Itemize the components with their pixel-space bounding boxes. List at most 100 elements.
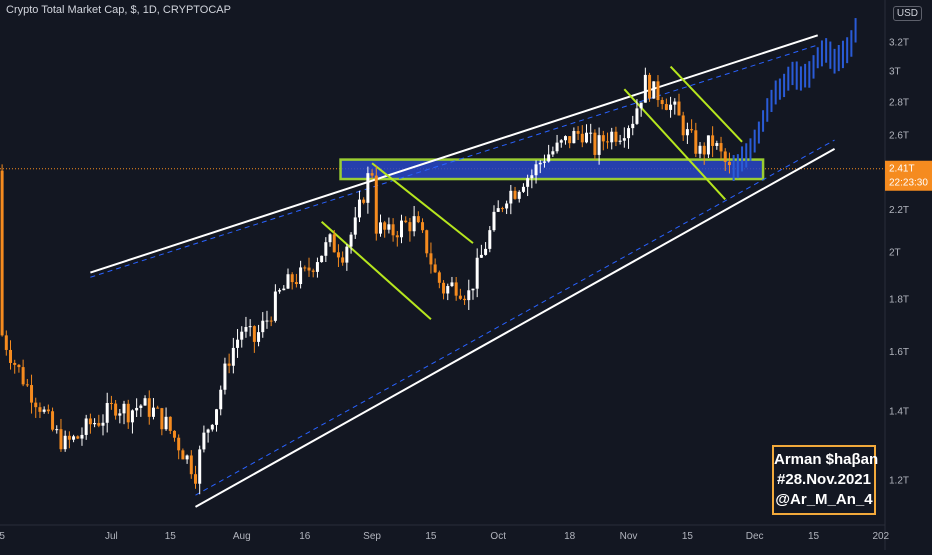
candle-body — [467, 290, 471, 301]
candle-body — [416, 216, 420, 223]
candle-body — [555, 142, 559, 152]
candle-body — [463, 298, 467, 301]
candle-body — [601, 135, 605, 142]
candle-body — [639, 102, 643, 109]
candle-body — [635, 108, 639, 124]
candle-body — [324, 242, 328, 256]
price-tick-label: 2.6T — [889, 130, 909, 141]
candle-body — [614, 131, 618, 142]
candle-body — [130, 410, 134, 423]
candle-body — [458, 295, 462, 299]
current-price-label: 2.41T — [889, 164, 915, 175]
candle-body — [30, 385, 34, 403]
chart-title: Crypto Total Market Cap, $, 1D, CRYPTOCA… — [6, 4, 231, 16]
candle-body — [593, 132, 597, 155]
trend-channel — [90, 34, 836, 508]
candle-body — [282, 288, 286, 291]
time-tick-label: Jul — [105, 531, 118, 542]
currency-button[interactable]: USD — [892, 6, 922, 21]
channel-lower-inner — [195, 139, 835, 496]
candle-body — [542, 161, 546, 163]
candle-body — [206, 429, 210, 433]
support-zone — [339, 158, 765, 181]
candle-body — [648, 74, 652, 99]
candle-body — [454, 282, 458, 296]
candle-body — [122, 403, 126, 414]
candle-body — [383, 222, 387, 230]
price-tick-label: 1.4T — [889, 407, 909, 418]
candle-body — [21, 367, 25, 385]
time-tick-label: 15 — [682, 531, 694, 542]
candle-body — [261, 320, 265, 333]
candle-body — [509, 190, 513, 204]
candle-body — [442, 282, 446, 294]
price-tick-label: 2.8T — [889, 97, 909, 108]
candle-body — [723, 151, 727, 162]
candle-body — [488, 230, 492, 249]
candle-body — [584, 132, 588, 143]
candle-body — [139, 405, 143, 408]
time-tick-label: Oct — [490, 531, 506, 542]
candle-body — [236, 339, 240, 348]
price-tick-label: 2T — [889, 247, 901, 258]
candle-body — [496, 208, 500, 212]
time-tick-label: 18 — [564, 531, 576, 542]
candle-body — [118, 413, 122, 416]
candle-body — [278, 290, 282, 292]
candle-body — [248, 326, 252, 328]
candle-body — [370, 173, 374, 176]
candle-countdown: 22:23:30 — [889, 178, 928, 189]
candle-body — [589, 132, 593, 134]
candle-body — [391, 224, 395, 236]
candle-body — [17, 364, 21, 368]
candle-body — [727, 161, 731, 166]
candle-body — [580, 133, 584, 143]
candle-body — [210, 424, 214, 430]
candle-body — [135, 407, 139, 411]
candle-body — [475, 257, 479, 289]
candle-body — [563, 136, 567, 141]
candle-body — [328, 234, 332, 243]
candle-body — [13, 362, 17, 365]
price-tick-label: 1.2T — [889, 476, 909, 487]
candle-body — [538, 162, 542, 165]
candle-body — [719, 143, 723, 152]
author-signature: Arman $haβan #28.Nov.2021 @Ar_M_An_4 — [772, 445, 878, 515]
price-tick-label: 1.8T — [889, 295, 909, 306]
candle-body — [286, 274, 290, 289]
time-tick-label: Aug — [233, 531, 251, 542]
candle-body — [63, 435, 67, 450]
candle-body — [177, 437, 181, 451]
time-tick-label: 15 — [165, 531, 177, 542]
candle-body — [303, 267, 307, 269]
candle-body — [42, 409, 46, 412]
candle-body — [25, 384, 29, 386]
candle-body — [345, 246, 349, 263]
flag-line — [669, 65, 743, 143]
candle-body — [164, 416, 168, 430]
candle-body — [698, 145, 702, 154]
candle-body — [408, 222, 412, 232]
price-tick-label: 3T — [889, 67, 901, 78]
candle-body — [88, 418, 92, 425]
candle-body — [681, 115, 685, 136]
candle-body — [189, 455, 193, 475]
candle-body — [55, 429, 59, 431]
candle-body — [76, 436, 80, 439]
candle-body — [437, 272, 441, 283]
time-tick-label: 5 — [0, 531, 5, 542]
candle-body — [559, 140, 563, 143]
candle-body — [269, 320, 273, 322]
candle-body — [530, 175, 534, 179]
candle-body — [517, 191, 521, 199]
candle-body — [627, 128, 631, 139]
candle-body — [147, 398, 151, 417]
candle-body — [715, 143, 719, 146]
candle-body — [59, 429, 63, 450]
candle-body — [631, 123, 635, 129]
channel-upper-inner — [90, 44, 818, 278]
candle-body — [526, 178, 530, 187]
candle-body — [610, 131, 614, 143]
